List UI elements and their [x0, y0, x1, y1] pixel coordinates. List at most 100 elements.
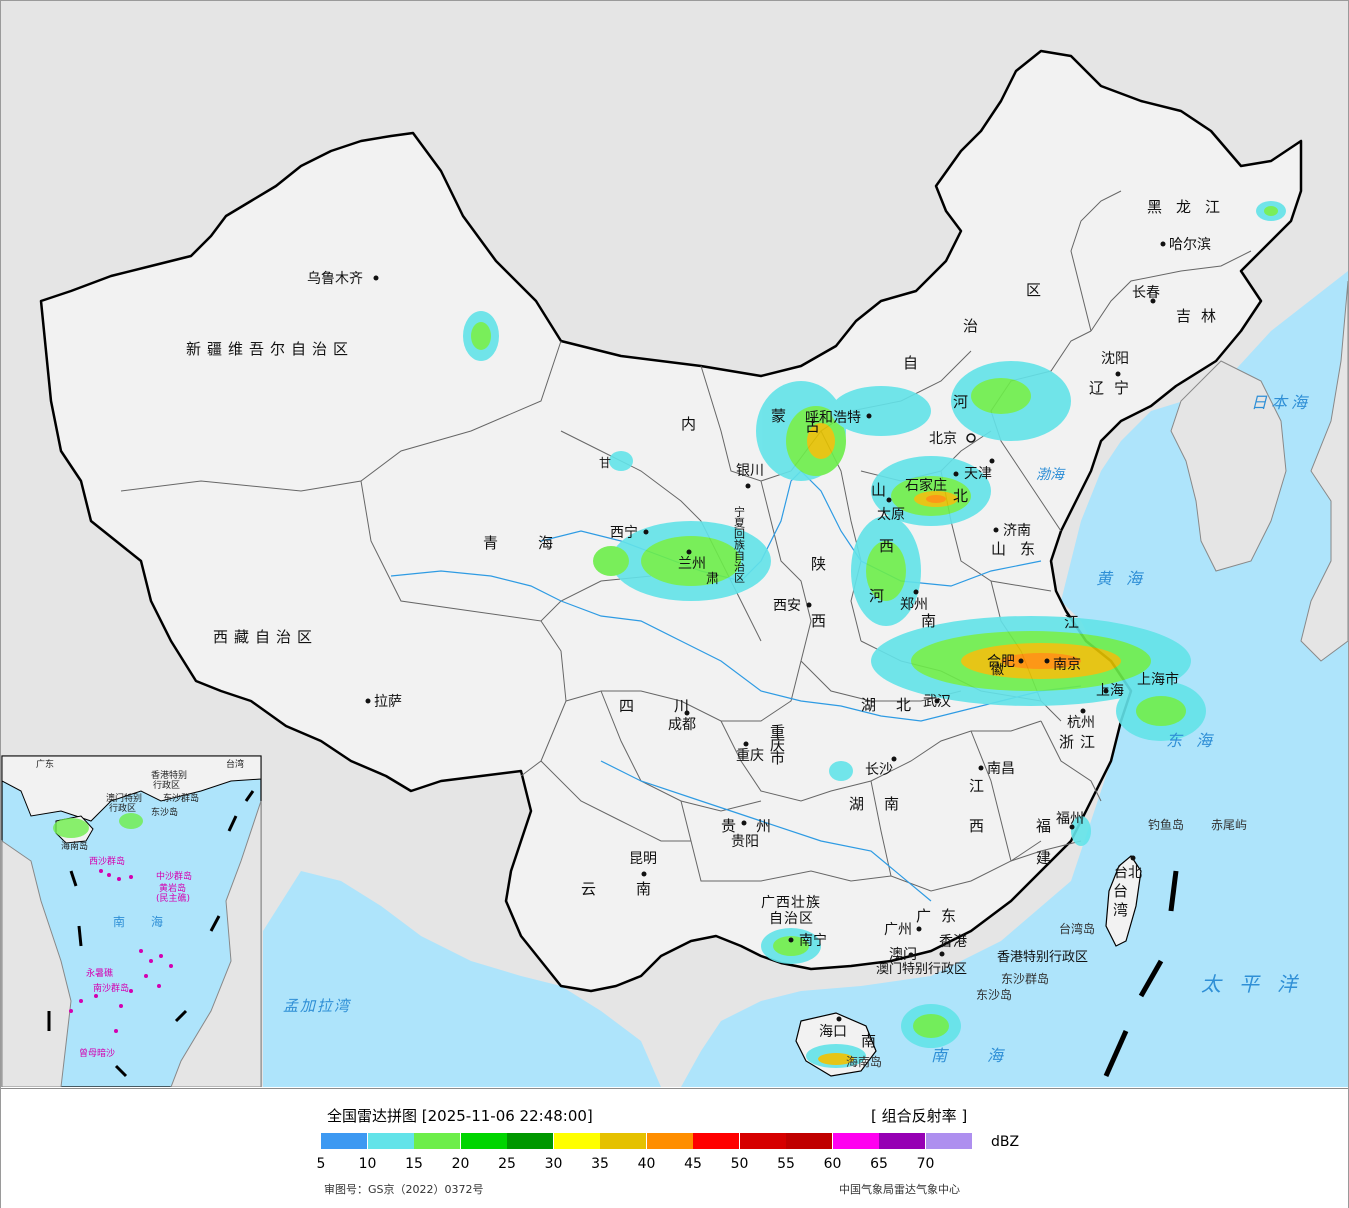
label-taiwan-2: 湾: [1113, 901, 1130, 919]
city-dot: [1018, 658, 1024, 664]
label-hebei-2: 北: [953, 487, 974, 505]
echo-gansu-north: [609, 451, 633, 471]
legend-panel: 全国雷达拼图 [2025-11-06 22:48:00] [ 组合反射率 ] 5…: [1, 1088, 1348, 1208]
city-dot: [886, 497, 892, 503]
echo-lanzhou-mid: [641, 536, 741, 586]
color-swatch: [553, 1133, 600, 1149]
bengal-sea: [263, 871, 661, 1087]
city-dot: [1069, 824, 1075, 830]
scale-tick-label: 70: [916, 1156, 935, 1172]
city-changsha: 长沙: [865, 762, 893, 778]
label-gansu-2: 肃: [706, 572, 725, 587]
city-dot: [684, 710, 690, 716]
city-hangzhou: 杭州: [1067, 715, 1095, 731]
label-bengal: 孟加拉湾: [283, 997, 352, 1015]
color-swatch: [739, 1133, 786, 1149]
approval-number: 审图号：GS京（2022）0372号: [324, 1183, 484, 1196]
label-henan-2: 南: [921, 612, 942, 630]
city-harbin: 哈尔滨: [1169, 237, 1211, 253]
legend-unit: dBZ: [991, 1134, 1020, 1150]
inset-nine-dash: [47, 790, 255, 1078]
label-japan-sea: 日本海: [1251, 393, 1311, 412]
echo-east-sea-mid: [1136, 696, 1186, 726]
label-guizhou: 贵州: [721, 817, 791, 835]
scale-tick-label: 5: [316, 1156, 326, 1172]
color-swatch: [879, 1133, 925, 1149]
color-swatch: [367, 1133, 414, 1149]
echo-shanxi-mid: [866, 541, 906, 601]
city-shijiazhuang: 石家庄: [905, 477, 947, 494]
city-dot: [939, 951, 945, 957]
scale-tick-label: 40: [637, 1156, 656, 1172]
korea-peninsula: [1170, 360, 1287, 572]
color-swatch: [507, 1133, 553, 1149]
label-guangxi-1: 广西壮族: [761, 895, 821, 911]
label-pacific: 太平洋: [1201, 972, 1315, 996]
echo-hainan-core: [818, 1053, 854, 1065]
inset-labels: 广东 台湾 香港特别 行政区 澳门特别 行政区 东沙群岛 东沙岛 海南岛 西沙群…: [36, 758, 244, 1059]
city-dot: [806, 602, 812, 608]
echo-south-sea-core: [913, 1014, 949, 1038]
scale-tick-label: 60: [823, 1156, 842, 1172]
city-dot: [743, 741, 749, 747]
echo-heilongjiang-core: [1264, 206, 1278, 216]
city-nanjing: 南京: [1053, 657, 1081, 673]
inset-label-dongsha-island: 东沙岛: [151, 806, 178, 818]
label-jiangxi-2: 西: [969, 817, 990, 835]
echo-jianghuai-peak: [1001, 653, 1081, 669]
label-hubei: 湖北: [861, 696, 931, 714]
echo-urumqi-core: [471, 322, 491, 350]
south-sea-inset: 广东 台湾 香港特别 行政区 澳门特别 行政区 东沙群岛 东沙岛 海南岛 西沙群…: [1, 755, 262, 1087]
city-dot: [1130, 855, 1136, 861]
city-chengdu: 成都: [668, 717, 696, 733]
scale-tick-label: 45: [684, 1156, 702, 1172]
label-shaanxi-1: 陕: [811, 555, 832, 573]
label-shanghai: 上海市: [1137, 671, 1179, 688]
city-dot: [741, 820, 747, 826]
label-anhui: 徽: [991, 663, 1010, 678]
province-labels: 新疆维吾尔自治区 西藏自治区 青海 四川 贵州 云南 湖南 湖北 山东 浙江 吉…: [186, 198, 1234, 1050]
inset-label-minzhu: (民主礁): [156, 892, 190, 904]
label-diaoyu: 钓鱼岛: [1148, 817, 1184, 832]
legend-product: [ 组合反射率 ]: [871, 1107, 968, 1125]
city-nanning: 南宁: [799, 932, 827, 949]
radar-echoes: [463, 201, 1286, 1068]
inset-label-hainan-island: 海南岛: [61, 840, 88, 852]
inset-philippines: [170, 800, 262, 1087]
city-lhasa: 拉萨: [374, 694, 402, 710]
city-kunming: 昆明: [629, 851, 657, 867]
label-sichuan: 四川: [619, 697, 729, 715]
inset-mainland: [1, 755, 262, 822]
city-dot: [1080, 708, 1086, 714]
label-hainan-island: 海南岛: [846, 1054, 882, 1069]
city-dot: [788, 937, 794, 943]
label-ningxia: 宁夏回族自治区: [733, 505, 746, 583]
label-henan-1: 河: [869, 587, 890, 605]
label-dongsha-island: 东沙岛: [976, 987, 1012, 1002]
city-urumqi: 乌鲁木齐: [307, 271, 363, 287]
city-guangzhou: 广州: [884, 922, 912, 938]
city-dot: [365, 698, 371, 704]
label-heilongjiang: 黑龙江: [1147, 198, 1234, 216]
echo-nanning-core: [773, 936, 809, 956]
inset-echo: [53, 818, 89, 838]
maritime-boundary-lines: [1103, 870, 1179, 1078]
city-hongkong: 香港: [939, 934, 967, 950]
label-yellow-sea: 黄海: [1096, 569, 1156, 588]
city-dot: [1150, 298, 1156, 304]
scale-tick-label: 15: [405, 1156, 423, 1172]
label-hunan: 湖南: [849, 795, 919, 813]
scale-tick-label: 25: [498, 1156, 516, 1172]
city-dot: [891, 756, 897, 762]
china-landmass: [39, 49, 1303, 993]
label-tibet: 西藏自治区: [213, 628, 318, 646]
city-hohhot: 呼和浩特: [805, 410, 861, 426]
label-guangxi-2: 自治区: [769, 911, 814, 927]
city-changchun: 长春: [1132, 285, 1160, 301]
city-xian: 西安: [773, 598, 801, 614]
taiwan-island-shape: [1105, 855, 1142, 947]
inset-label-xisha: 西沙群岛: [89, 855, 125, 867]
label-east-sea: 东海: [1166, 731, 1226, 750]
legend-title: 全国雷达拼图 [2025-11-06 22:48:00]: [327, 1107, 593, 1125]
label-nm-5: 治: [963, 317, 984, 335]
